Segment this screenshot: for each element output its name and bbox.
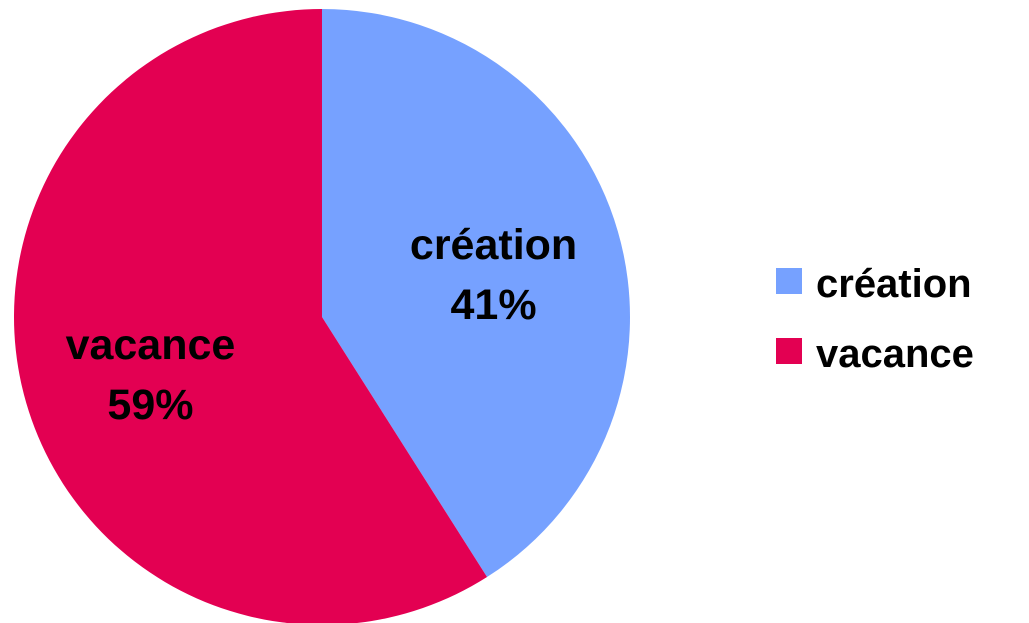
pie-slice-creation bbox=[322, 9, 630, 578]
legend: création vacance bbox=[776, 262, 974, 376]
slice-value-vacance: 59% bbox=[107, 381, 193, 429]
pie-slices bbox=[14, 9, 630, 623]
slice-value-creation: 41% bbox=[451, 281, 537, 329]
legend-label-vacance: vacance bbox=[816, 332, 974, 376]
slice-label-vacance: vacance bbox=[66, 321, 236, 369]
pie-slice-vacance bbox=[14, 9, 488, 623]
slice-label-creation: création bbox=[410, 221, 577, 269]
legend-item-creation: création bbox=[776, 262, 972, 306]
legend-label-creation: création bbox=[816, 262, 972, 306]
pie-slice-labels: création 41% vacance 59% bbox=[66, 221, 578, 429]
legend-swatch-creation bbox=[776, 268, 802, 294]
legend-swatch-vacance bbox=[776, 338, 802, 364]
legend-item-vacance: vacance bbox=[776, 332, 974, 376]
